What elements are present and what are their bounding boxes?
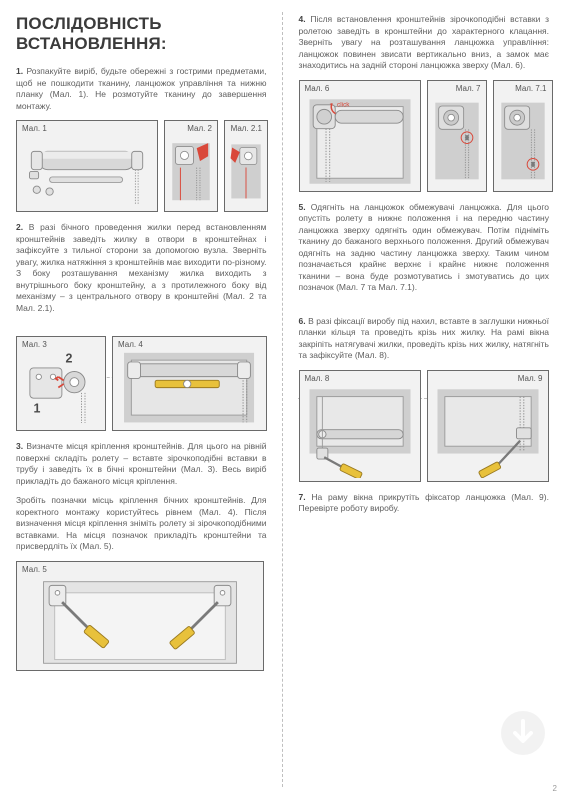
figure-3: Мал. 3 1 2 bbox=[16, 336, 106, 431]
figure-7-1-illustration bbox=[498, 84, 548, 188]
figure-row-3: Мал. 5 bbox=[16, 561, 267, 671]
figure-5: Мал. 5 bbox=[16, 561, 264, 671]
figure-1-caption: Мал. 1 bbox=[22, 124, 47, 133]
right-column: 4. Після встановлення кронштейнів зірочк… bbox=[283, 0, 565, 799]
figure-3-caption: Мал. 3 bbox=[22, 340, 47, 349]
figure-6-caption: Мал. 6 bbox=[305, 84, 330, 93]
figure-2: Мал. 2 bbox=[164, 120, 218, 212]
left-column: Послідовність встановлення: 1. Розпакуйт… bbox=[0, 0, 283, 799]
figure-4-illustration bbox=[117, 340, 262, 427]
step-3b: Зробіть позначки місць кріплення бічних … bbox=[16, 495, 267, 553]
watermark-icon bbox=[499, 709, 547, 757]
figure-5-caption: Мал. 5 bbox=[22, 565, 47, 574]
figure-9-illustration bbox=[432, 374, 544, 478]
figure-5-illustration bbox=[21, 565, 259, 667]
step-1: 1. Розпакуйте виріб, будьте обережні з г… bbox=[16, 66, 267, 112]
figure-7-1-caption: Мал. 7.1 bbox=[515, 84, 546, 93]
click-label: click bbox=[337, 101, 350, 108]
page-number: 2 bbox=[553, 784, 557, 793]
figure-7-1: Мал. 7.1 bbox=[493, 80, 553, 192]
figure-4: Мал. 4 bbox=[112, 336, 267, 431]
figure-7-caption: Мал. 7 bbox=[456, 84, 481, 93]
figure-9-caption: Мал. 9 bbox=[518, 374, 543, 383]
figure-2-caption: Мал. 2 bbox=[187, 124, 212, 133]
figure-8-illustration bbox=[304, 374, 416, 478]
figure-3-illustration: 1 2 bbox=[21, 340, 101, 427]
figure-7-illustration bbox=[432, 84, 482, 188]
step-7: 7. На раму вікна прикрутіть фіксатор лан… bbox=[299, 492, 550, 515]
page-title: Послідовність встановлення: bbox=[16, 14, 267, 54]
figure-row-r2: Мал. 8 Мал. 9 bbox=[299, 370, 550, 482]
figure-4-caption: Мал. 4 bbox=[118, 340, 143, 349]
step-3a: 3. Визначте місця кріплення кронштейнів.… bbox=[16, 441, 267, 487]
step-4: 4. Після встановлення кронштейнів зірочк… bbox=[299, 14, 550, 72]
figure-8-caption: Мал. 8 bbox=[305, 374, 330, 383]
figure-6-illustration: click bbox=[304, 84, 416, 188]
figure-2-1-caption: Мал. 2.1 bbox=[231, 124, 262, 133]
figure-row-1: Мал. 1 Мал. 2 bbox=[16, 120, 267, 212]
step-2: 2. В разі бічного проведення жилки перед… bbox=[16, 222, 267, 314]
label-1: 1 bbox=[33, 401, 40, 415]
figure-9: Мал. 9 bbox=[427, 370, 549, 482]
figure-row-r1: Мал. 6 click Мал. 7 bbox=[299, 80, 550, 192]
figure-6: Мал. 6 click bbox=[299, 80, 421, 192]
page: Послідовність встановлення: 1. Розпакуйт… bbox=[0, 0, 565, 799]
figure-7: Мал. 7 bbox=[427, 80, 487, 192]
figure-2-1-illustration bbox=[229, 124, 263, 208]
step-6: 6. В разі фіксації виробу під нахил, вст… bbox=[299, 316, 550, 362]
step-5: 5. Одягніть на ланцюжок обмежувачі ланцю… bbox=[299, 202, 550, 294]
label-2: 2 bbox=[65, 352, 72, 366]
figure-1-illustration bbox=[21, 124, 153, 208]
figure-1: Мал. 1 bbox=[16, 120, 158, 212]
figure-2-1: Мал. 2.1 bbox=[224, 120, 268, 212]
figure-8: Мал. 8 bbox=[299, 370, 421, 482]
figure-row-2: Мал. 3 1 2 Мал. 4 bbox=[16, 336, 267, 431]
figure-2-illustration bbox=[169, 124, 213, 208]
